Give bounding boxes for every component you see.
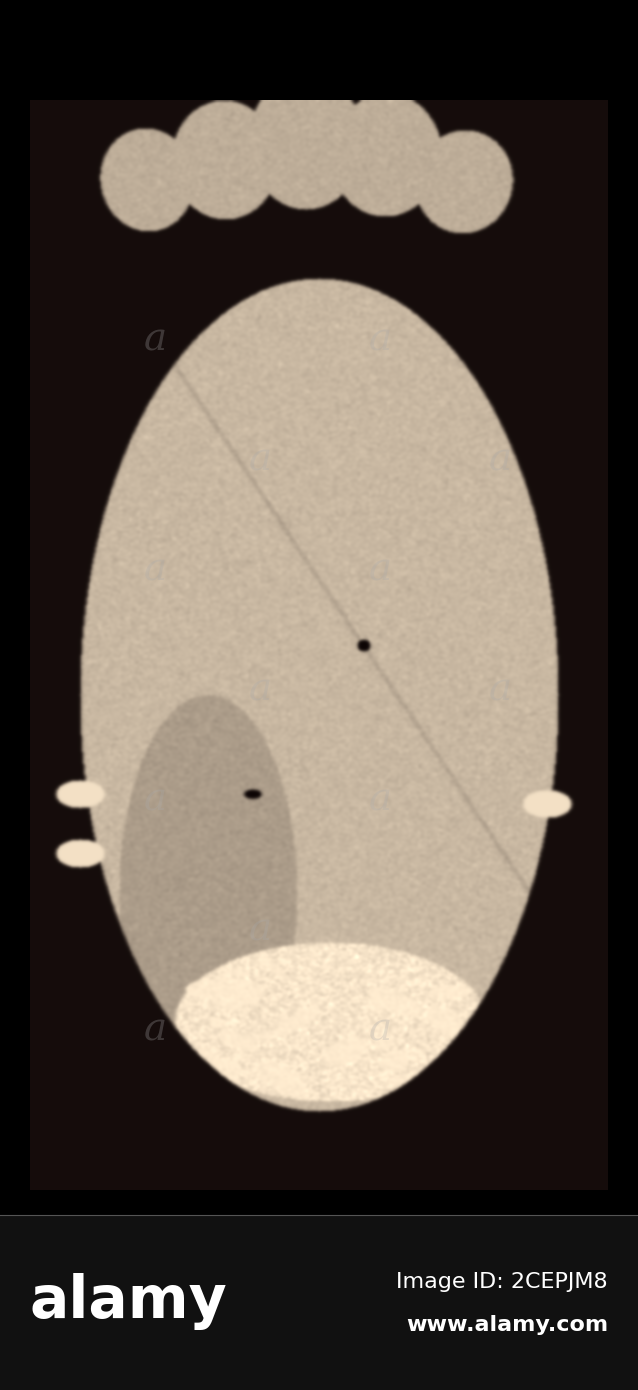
Text: www.alamy.com: www.alamy.com [406, 1315, 608, 1334]
Text: a: a [144, 552, 167, 588]
Text: a: a [144, 781, 167, 819]
Text: a: a [248, 912, 272, 948]
Text: alamy: alamy [30, 1273, 228, 1330]
Text: Image ID: 2CEPJM8: Image ID: 2CEPJM8 [396, 1272, 608, 1291]
Text: a: a [144, 1012, 167, 1048]
Text: a: a [248, 442, 272, 478]
Text: a: a [489, 442, 512, 478]
Text: a: a [368, 781, 392, 819]
Text: a: a [489, 671, 512, 709]
Text: a: a [368, 1012, 392, 1048]
Text: a: a [144, 321, 167, 359]
Text: a: a [248, 671, 272, 709]
Bar [0, 1215, 638, 1390]
Text: a: a [368, 552, 392, 588]
Text: a: a [368, 321, 392, 359]
